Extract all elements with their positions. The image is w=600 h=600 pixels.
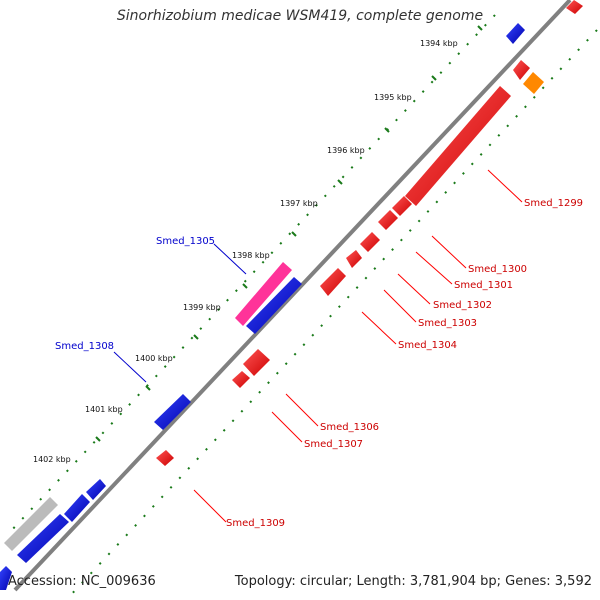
inner-tick-ring xyxy=(67,29,598,599)
scale-label: 1399 kbp xyxy=(183,303,221,312)
gene-arrow-smed-1307[interactable] xyxy=(232,371,250,388)
genome-backbone xyxy=(13,0,572,592)
gene-label[interactable]: Smed_1306 xyxy=(320,422,379,433)
gene-arrow-smed-1299[interactable] xyxy=(405,86,511,206)
scale-label: 1396 kbp xyxy=(327,146,365,155)
gene-arrow-smed-1302[interactable] xyxy=(346,250,362,268)
gene-arrow-smed-1300[interactable] xyxy=(378,210,398,230)
scale-tick xyxy=(337,179,343,185)
scale-label: 1398 kbp xyxy=(232,251,270,260)
gene-label[interactable]: Smed_1299 xyxy=(524,198,583,209)
gene-arrow[interactable] xyxy=(0,566,12,590)
gene-arrow[interactable] xyxy=(513,60,530,80)
gene-label[interactable]: Smed_1303 xyxy=(418,318,477,329)
gene-labels: Smed_1299 Smed_1300 Smed_1301 Smed_1302 … xyxy=(55,198,583,529)
gene-label[interactable]: Smed_1302 xyxy=(433,300,492,311)
gene-label[interactable]: Smed_1305 xyxy=(156,236,215,247)
gene-arrow-smed-1303[interactable] xyxy=(320,268,346,296)
scale-tick xyxy=(242,283,248,289)
leader-lines xyxy=(113,169,523,523)
scale-label: 1395 kbp xyxy=(374,93,412,102)
scale-label: 1397 kbp xyxy=(280,199,318,208)
genome-summary: Topology: circular; Length: 3,781,904 bp… xyxy=(234,574,592,589)
gene-label[interactable]: Smed_1309 xyxy=(226,518,285,529)
gene-arrow-smed-1301[interactable] xyxy=(360,232,380,252)
gene-label[interactable]: Smed_1301 xyxy=(454,280,513,291)
scale-label: 1401 kbp xyxy=(85,405,123,414)
gene-label[interactable]: Smed_1300 xyxy=(468,264,527,275)
reverse-strand-features xyxy=(156,0,583,466)
gene-arrow[interactable] xyxy=(392,196,412,216)
gene-arrow[interactable] xyxy=(246,277,302,334)
scale-label: 1394 kbp xyxy=(420,39,458,48)
accession-label: Accession: NC_009636 xyxy=(8,574,156,589)
scale-tick xyxy=(95,436,101,442)
scale-labels: 1394 kbp 1395 kbp 1396 kbp 1397 kbp 1398 kbp… xyxy=(33,25,483,464)
gene-label[interactable]: Smed_1308 xyxy=(55,341,114,352)
scale-tick xyxy=(384,127,390,133)
gene-arrow-smed-1308[interactable] xyxy=(154,394,191,430)
scale-label: 1400 kbp xyxy=(135,354,173,363)
gene-arrow-smed-1309[interactable] xyxy=(156,450,174,466)
scale-tick xyxy=(431,75,437,81)
gene-arrow[interactable] xyxy=(523,72,544,94)
map-title: Sinorhizobium medicae WSM419, complete g… xyxy=(116,8,484,24)
scale-tick xyxy=(145,385,151,391)
gene-arrow[interactable] xyxy=(17,514,69,563)
gene-arrow[interactable] xyxy=(64,494,90,522)
gene-arrow-smed-1305[interactable] xyxy=(235,262,292,326)
forward-strand-features xyxy=(0,23,525,590)
gene-arrow[interactable] xyxy=(86,479,106,500)
gene-label[interactable]: Smed_1307 xyxy=(304,439,363,450)
gene-arrow[interactable] xyxy=(506,23,525,44)
gap-block xyxy=(4,497,58,551)
outer-tick-ring xyxy=(9,14,496,533)
gene-label[interactable]: Smed_1304 xyxy=(398,340,457,351)
scale-tick xyxy=(291,231,297,237)
scale-label: 1402 kbp xyxy=(33,455,71,464)
scale-tick xyxy=(477,25,483,31)
scale-tick xyxy=(193,334,199,340)
gene-arrow-smed-1306[interactable] xyxy=(243,349,270,376)
gene-arrow[interactable] xyxy=(566,0,583,14)
